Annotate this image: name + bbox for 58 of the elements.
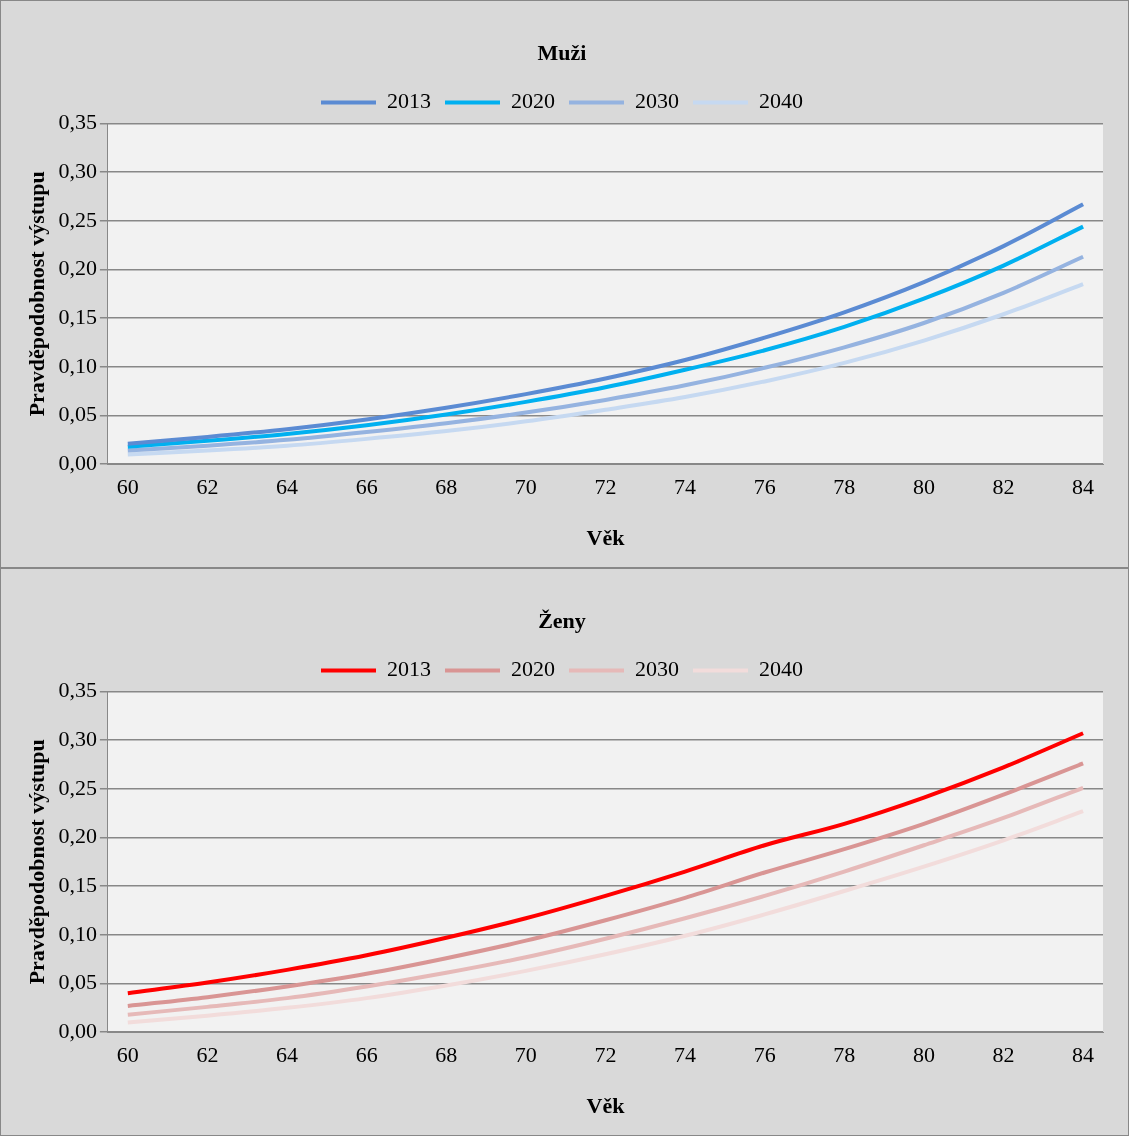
y-tick-label: 0,20 xyxy=(58,823,97,849)
x-tick-label: 82 xyxy=(992,1042,1015,1068)
legend-label: 2020 xyxy=(511,88,555,114)
x-tick-label: 68 xyxy=(435,1042,458,1068)
x-tick-label: 80 xyxy=(912,1042,935,1068)
y-tick-label: 0,00 xyxy=(58,449,97,475)
y-tick-label: 0,00 xyxy=(58,1017,97,1043)
x-tick-label: 70 xyxy=(514,474,537,500)
x-tick-label: 78 xyxy=(833,474,856,500)
y-tick-label: 0,10 xyxy=(58,352,97,378)
x-tick-label: 62 xyxy=(196,1042,219,1068)
y-tick-label: 0,35 xyxy=(58,677,97,703)
legend-label: 2030 xyxy=(635,656,679,682)
legend-label: 2013 xyxy=(387,656,431,682)
chart-title: Muži xyxy=(537,39,587,65)
x-tick-label: 80 xyxy=(912,474,935,500)
x-tick-label: 78 xyxy=(833,1042,856,1068)
x-axis-title: Věk xyxy=(586,1093,626,1119)
y-tick-label: 0,30 xyxy=(58,157,97,183)
x-tick-label: 82 xyxy=(992,474,1015,500)
x-tick-label: 72 xyxy=(594,474,617,500)
y-tick-label: 0,20 xyxy=(58,255,97,281)
y-tick-label: 0,35 xyxy=(58,109,97,135)
x-tick-label: 66 xyxy=(355,1042,378,1068)
x-tick-label: 76 xyxy=(753,474,776,500)
chart-title: Ženy xyxy=(538,607,586,633)
line-series xyxy=(125,731,1086,996)
x-tick-label: 62 xyxy=(196,474,219,500)
x-tick-label: 64 xyxy=(276,474,299,500)
x-tick-label: 60 xyxy=(116,1042,139,1068)
y-axis-title: Pravděpodobnost výstupu xyxy=(23,171,49,417)
x-tick-label: 72 xyxy=(594,1042,617,1068)
legend-label: 2030 xyxy=(635,88,679,114)
x-tick-label: 76 xyxy=(753,1042,776,1068)
y-tick-label: 0,05 xyxy=(58,969,97,995)
x-tick-label: 74 xyxy=(674,474,697,500)
x-tick-label: 64 xyxy=(276,1042,299,1068)
y-tick-label: 0,30 xyxy=(58,725,97,751)
y-tick-label: 0,10 xyxy=(58,920,97,946)
y-tick-label: 0,15 xyxy=(58,871,97,897)
legend-label: 2013 xyxy=(387,88,431,114)
x-tick-label: 84 xyxy=(1072,474,1095,500)
x-tick-label: 60 xyxy=(116,474,139,500)
x-tick-label: 68 xyxy=(435,474,458,500)
y-tick-label: 0,05 xyxy=(58,401,97,427)
x-tick-label: 66 xyxy=(355,474,378,500)
x-tick-label: 84 xyxy=(1072,1042,1095,1068)
y-tick-label: 0,15 xyxy=(58,303,97,329)
y-axis-title: Pravděpodobnost výstupu xyxy=(23,739,49,985)
legend-label: 2020 xyxy=(511,656,555,682)
x-axis-title: Věk xyxy=(586,525,626,551)
x-tick-label: 70 xyxy=(514,1042,537,1068)
legend-label: 2040 xyxy=(759,88,803,114)
y-tick-label: 0,25 xyxy=(58,774,97,800)
x-tick-label: 74 xyxy=(674,1042,697,1068)
legend-label: 2040 xyxy=(759,656,803,682)
line-series xyxy=(125,282,1086,457)
y-tick-label: 0,25 xyxy=(58,206,97,232)
